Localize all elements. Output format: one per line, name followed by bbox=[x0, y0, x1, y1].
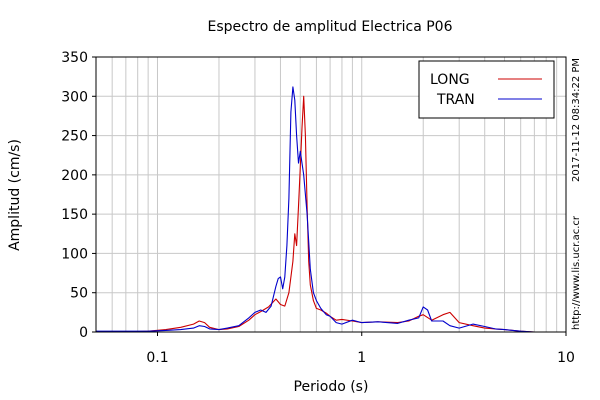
y-tick-label: 150 bbox=[61, 207, 88, 223]
y-tick-label: 0 bbox=[79, 325, 88, 341]
plot-frame bbox=[95, 56, 567, 333]
timestamp-label: 2017-11-12 08:34:22 PM bbox=[571, 58, 582, 182]
chart-title: Espectro de amplitud Electrica P06 bbox=[208, 19, 453, 35]
x-axis: 0.1 1 10 bbox=[146, 332, 575, 366]
x-tick-label: 0.1 bbox=[146, 350, 168, 366]
x-tick-label: 1 bbox=[357, 350, 366, 366]
y-tick-label: 50 bbox=[70, 286, 88, 302]
series-group bbox=[96, 86, 566, 333]
series-line-tran bbox=[96, 86, 566, 333]
y-axis-label: Amplitud (cm/s) bbox=[7, 139, 23, 251]
y-tick-label: 350 bbox=[61, 50, 88, 66]
legend: LONG TRAN bbox=[418, 60, 555, 119]
grid bbox=[96, 57, 566, 332]
x-axis-label: Periodo (s) bbox=[294, 379, 369, 395]
y-tick-label: 250 bbox=[61, 129, 88, 145]
x-tick-label: 10 bbox=[557, 350, 575, 366]
y-tick-label: 200 bbox=[61, 168, 88, 184]
legend-label-tran: TRAN bbox=[436, 92, 475, 108]
y-tick-label: 300 bbox=[61, 89, 88, 105]
url-label: http://www.lis.ucr.ac.cr bbox=[571, 215, 582, 330]
legend-label-long: LONG bbox=[430, 72, 470, 88]
y-tick-label: 100 bbox=[61, 246, 88, 262]
y-axis: 0 50 100 150 200 250 300 350 bbox=[61, 50, 96, 341]
legend-box bbox=[418, 60, 555, 119]
